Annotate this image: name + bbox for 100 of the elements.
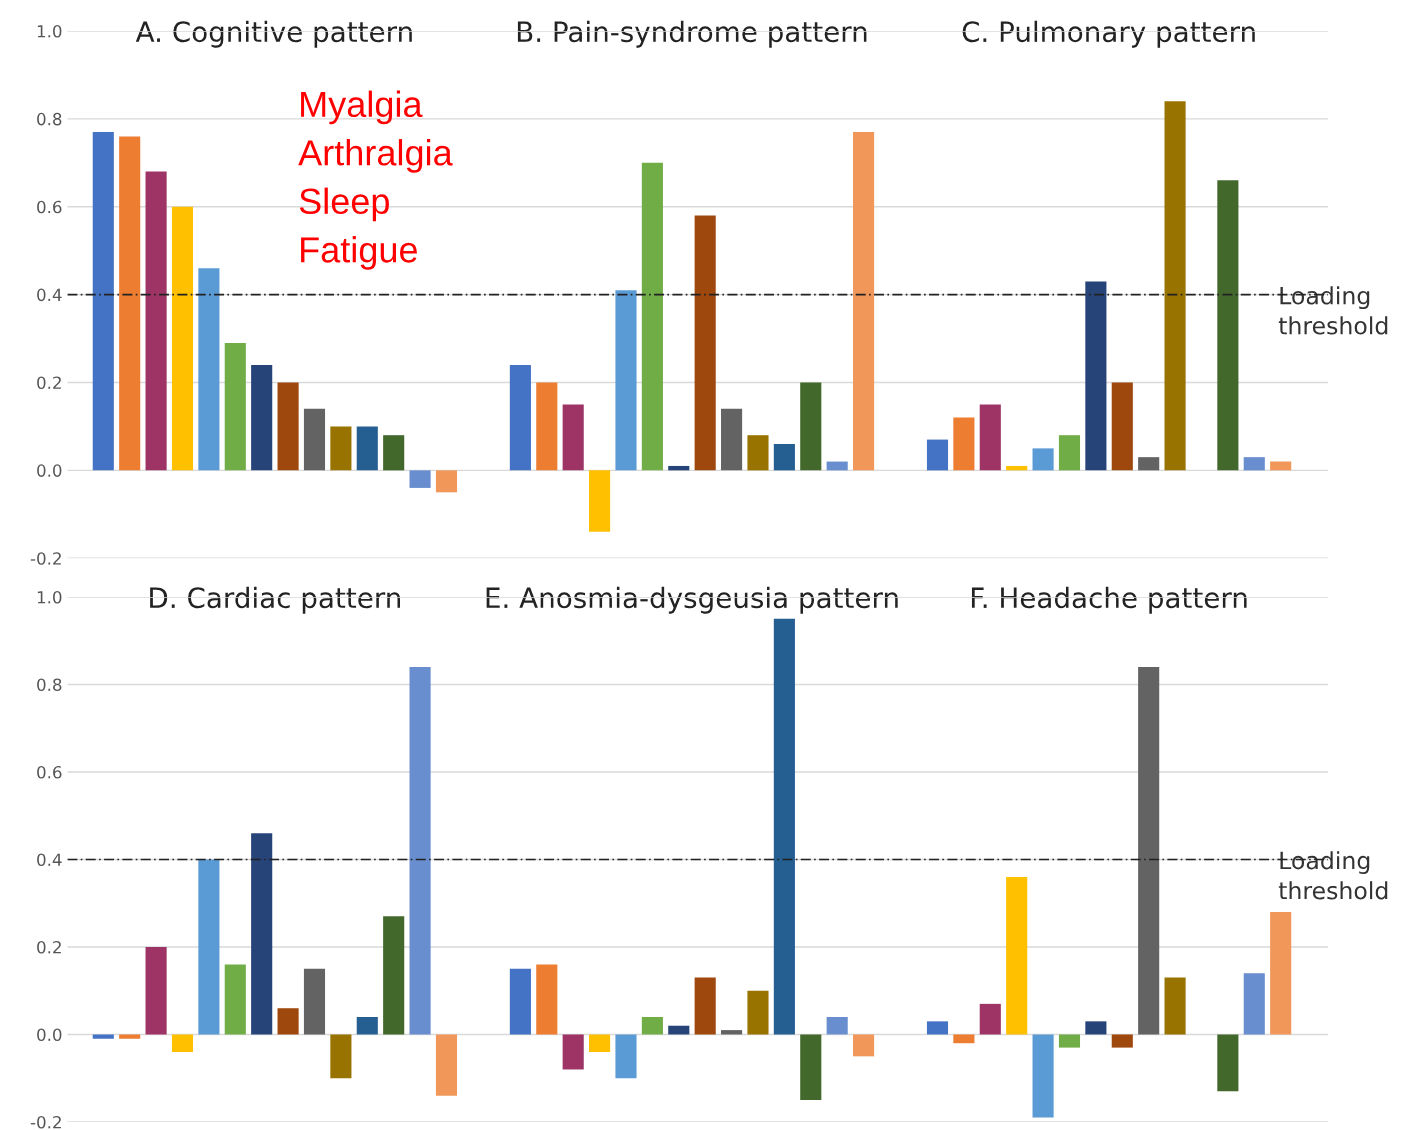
bar: [747, 435, 769, 471]
bar: [198, 268, 220, 471]
bar: [826, 461, 848, 471]
bar: [435, 1034, 458, 1096]
annotation: Arthralgia: [298, 139, 453, 173]
bar: [171, 1034, 194, 1052]
bar: [721, 408, 743, 471]
y-tick-label: 0.2: [37, 376, 61, 390]
annotation: Sleep: [299, 187, 389, 222]
bar: [1032, 448, 1054, 471]
bar: [277, 1008, 299, 1035]
bar: [615, 290, 637, 471]
bar: [171, 206, 194, 471]
x-tick-label: E. Anosmia-dysgeusia pattern: [486, 586, 898, 614]
bar: [1032, 1034, 1054, 1118]
bar: [953, 1034, 975, 1044]
x-tick-label: B. Pain-syndrome pattern: [517, 20, 867, 48]
bar: [826, 1016, 848, 1035]
bar: [409, 470, 431, 488]
bar: [589, 1034, 611, 1052]
bar: [641, 1016, 663, 1035]
bar: [668, 465, 690, 471]
bar: [383, 435, 405, 471]
bar: [119, 136, 141, 471]
bar: [800, 382, 822, 471]
bar: [615, 1034, 637, 1079]
bar: [1085, 1021, 1107, 1035]
bar: [1164, 977, 1186, 1035]
bar: [145, 946, 167, 1035]
x-tick-label: A. Cognitive pattern: [135, 20, 412, 48]
bar: [330, 1034, 352, 1079]
x-tick-label: C. Pulmonary pattern: [962, 20, 1255, 48]
bar: [721, 1030, 743, 1035]
bar: [509, 968, 531, 1035]
bar: [1217, 180, 1239, 471]
bar: [562, 404, 584, 471]
annotation: Fatigue: [301, 236, 417, 270]
y-tick-label: 0.2: [37, 940, 61, 954]
bar: [1111, 382, 1133, 471]
bar: [251, 364, 273, 471]
bar: [330, 426, 352, 471]
bar: [853, 1034, 875, 1057]
bar: [509, 364, 531, 471]
bar: [979, 1003, 1001, 1035]
x-tick-label: D. Cardiac pattern: [150, 586, 400, 614]
bar: [1270, 461, 1292, 471]
y-tick-label: 0.0: [37, 464, 62, 477]
bar: [1006, 465, 1028, 471]
annotation: Myalgia: [301, 90, 423, 125]
bar: [383, 916, 405, 1035]
bar: [1243, 457, 1265, 471]
bar: [747, 990, 769, 1035]
bar: [1217, 1034, 1239, 1092]
bar: [694, 977, 716, 1035]
bar: [773, 618, 795, 1035]
bar: [145, 171, 167, 471]
bar: [303, 408, 326, 471]
bar: [251, 833, 273, 1035]
bar: [224, 964, 246, 1035]
bar: [198, 859, 220, 1035]
bar: [800, 1034, 822, 1101]
bar: [435, 470, 458, 493]
bar: [979, 404, 1001, 471]
bar: [536, 964, 558, 1035]
bar: [119, 1034, 141, 1039]
bar: [1111, 1034, 1133, 1048]
ref-line-label: Loading threshold: [1278, 851, 1388, 900]
bar: [1164, 101, 1186, 471]
bar: [1085, 281, 1107, 471]
bar: [1138, 666, 1160, 1035]
y-tick-label: 1.0: [37, 590, 62, 604]
bar: [303, 968, 326, 1035]
bar: [356, 1016, 378, 1035]
bar: [641, 162, 663, 471]
bar: [224, 342, 246, 471]
bar: [1243, 973, 1265, 1035]
bar: [1058, 1034, 1081, 1048]
bar: [668, 1025, 690, 1035]
bar: [356, 426, 378, 471]
bar: [1006, 876, 1028, 1035]
bar: [1138, 457, 1160, 471]
y-tick-label: 0.0: [37, 1028, 62, 1042]
x-tick-label: F. Headache pattern: [971, 586, 1247, 614]
ref-line-label: Loading threshold: [1278, 286, 1388, 335]
bar: [694, 215, 716, 471]
bar: [562, 1034, 584, 1070]
y-tick-label: 0.6: [37, 765, 62, 779]
y-tick-label: -0.2: [30, 1115, 61, 1129]
bar: [92, 1034, 114, 1039]
bar: [953, 417, 975, 471]
y-tick-label: -0.2: [30, 552, 61, 565]
bar: [409, 666, 431, 1035]
y-tick-label: 0.4: [37, 853, 62, 867]
bar: [926, 1021, 949, 1035]
bar: [1270, 911, 1292, 1035]
bar: [536, 382, 558, 471]
bar: [773, 443, 795, 471]
y-tick-label: 1.0: [37, 24, 62, 38]
bar: [853, 132, 875, 471]
bar: [277, 382, 299, 471]
